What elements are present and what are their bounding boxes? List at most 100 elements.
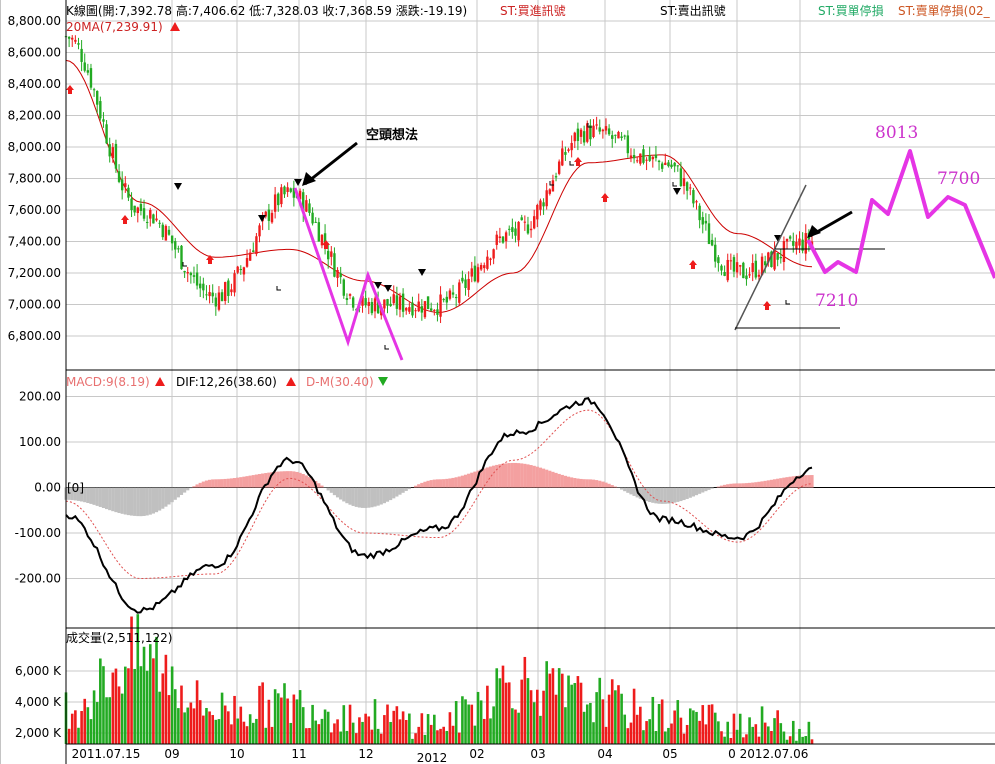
- volume-bar: [735, 729, 739, 744]
- volume-bar: [283, 683, 286, 744]
- macd-hist-bar: [538, 467, 543, 488]
- macd-hist-bar: [591, 479, 596, 488]
- candle-body: [227, 280, 230, 296]
- volume-bar: [111, 672, 115, 744]
- stop-marker-icon: [182, 262, 187, 267]
- price-tick-label: 8,600.00: [8, 46, 61, 60]
- volume-bar: [323, 709, 327, 744]
- candle-body: [339, 273, 342, 278]
- candle-body: [539, 200, 542, 210]
- candle-body: [364, 298, 367, 306]
- volume-bar: [585, 704, 589, 744]
- volume-bar: [604, 726, 608, 744]
- candle-body: [195, 272, 199, 286]
- macd-hist-bar: [804, 475, 808, 488]
- stop-marker-icon: [785, 300, 790, 305]
- candle-body: [298, 190, 302, 200]
- candle-body: [149, 210, 152, 219]
- volume-bar: [189, 702, 193, 744]
- volume-bar: [770, 731, 773, 744]
- macd-hist-bar: [585, 479, 589, 488]
- macd-lines: [65, 396, 813, 614]
- candle-body: [308, 203, 311, 213]
- candle-body: [208, 292, 211, 297]
- macd-hist-bar: [648, 487, 652, 503]
- macd-hist-bar: [257, 474, 262, 488]
- macd-hist-bar: [619, 487, 624, 490]
- macd-hist-bar: [136, 487, 140, 517]
- volume-bar: [810, 739, 814, 744]
- volume-bar: [442, 726, 445, 744]
- volume-bar: [635, 714, 639, 744]
- macd-hist-bar: [429, 480, 433, 488]
- macd-hist-bar: [251, 475, 255, 488]
- macd-hist-bar: [148, 487, 152, 515]
- volume-bar: [698, 720, 701, 744]
- macd-hist-bar: [329, 487, 333, 493]
- volume-bar: [342, 705, 346, 744]
- candle-body: [286, 187, 289, 192]
- candle-body: [242, 267, 246, 275]
- volume-bar: [233, 695, 236, 744]
- macd-hist-bar: [435, 479, 440, 488]
- candle-body: [557, 161, 561, 174]
- volume-bar: [248, 714, 252, 744]
- macd-hist-bar: [108, 487, 112, 511]
- candle-body: [717, 257, 720, 264]
- volume-bar: [351, 722, 355, 744]
- candle-body: [383, 299, 386, 309]
- volume-bar: [370, 729, 374, 744]
- volume-bar: [239, 706, 243, 744]
- volume-bar: [504, 682, 508, 744]
- volume-bar: [354, 733, 358, 744]
- macd-hist-bar: [357, 487, 362, 508]
- macd-hist-bar: [407, 487, 411, 490]
- candle-body: [763, 261, 767, 266]
- candle-body: [367, 301, 370, 306]
- volume-bar: [330, 732, 333, 744]
- macd-hist-bar: [417, 484, 421, 488]
- ma-20-line: [65, 59, 813, 313]
- buy-signal-icon: [601, 193, 609, 202]
- forecast-label-low: 7210: [815, 291, 858, 311]
- macd-hist-bar: [451, 477, 455, 488]
- candle-body: [660, 163, 664, 169]
- sell-signal-icon: [418, 269, 426, 276]
- volume-bar: [348, 704, 352, 744]
- candle-body: [270, 212, 274, 223]
- macd-hist-bar: [554, 472, 558, 488]
- macd-hist-bar: [376, 487, 380, 506]
- volume-bar: [124, 666, 127, 744]
- volume-bar: [264, 727, 268, 744]
- candle-body: [92, 89, 96, 91]
- macd-hist-bar: [133, 487, 137, 516]
- zero-marker: [0]: [67, 481, 84, 495]
- volume-bar: [601, 699, 605, 744]
- candle-body: [739, 265, 742, 267]
- macd-hist-bar: [794, 475, 798, 488]
- x-tick-label: 2011.07.15: [72, 747, 141, 761]
- macd-hist-bar: [473, 471, 477, 488]
- candle-body: [598, 127, 601, 132]
- candle-body: [720, 265, 723, 271]
- candle-body: [174, 241, 177, 250]
- volume-bar: [89, 719, 93, 744]
- volume-bar: [130, 616, 133, 744]
- x-tick-label: 12: [358, 747, 373, 761]
- volume-bar: [451, 725, 455, 744]
- volume-bar: [108, 697, 111, 744]
- x-tick-label: 02: [469, 747, 484, 761]
- macd-hist-bar: [545, 469, 549, 488]
- price-tick-label: 6,800.00: [8, 329, 61, 343]
- macd-hist-bar: [495, 464, 499, 488]
- candle-body: [214, 297, 218, 307]
- volume-bar: [117, 686, 121, 744]
- candle-body: [239, 269, 242, 271]
- macd-hist-bar: [747, 482, 752, 488]
- volume-bar: [782, 731, 786, 744]
- volume-bar: [439, 728, 442, 744]
- candle-body: [333, 253, 336, 277]
- macd-hist-bar: [454, 477, 458, 488]
- macd-hist-bar: [751, 482, 755, 488]
- candle-body: [807, 232, 811, 244]
